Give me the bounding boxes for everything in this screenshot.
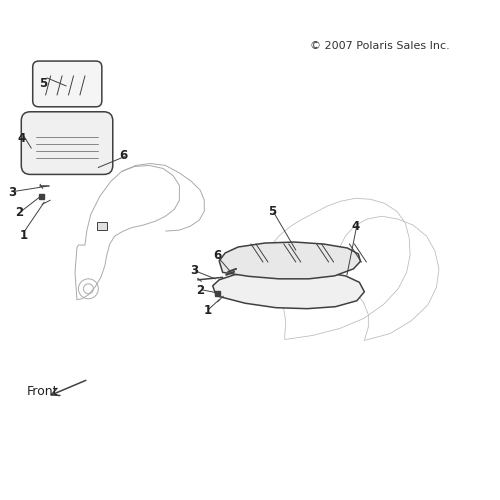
Polygon shape — [212, 270, 364, 308]
FancyBboxPatch shape — [32, 61, 102, 107]
Polygon shape — [215, 291, 220, 296]
Polygon shape — [219, 242, 360, 279]
Text: 2: 2 — [196, 284, 204, 298]
Text: 6: 6 — [119, 149, 128, 162]
Text: 4: 4 — [352, 220, 360, 232]
Polygon shape — [39, 194, 44, 199]
Text: Front: Front — [26, 385, 58, 398]
Text: 1: 1 — [20, 228, 28, 241]
FancyBboxPatch shape — [22, 112, 113, 174]
Text: 1: 1 — [204, 304, 212, 317]
Text: 5: 5 — [40, 77, 48, 90]
Text: 6: 6 — [214, 250, 222, 262]
Text: 4: 4 — [17, 132, 25, 144]
Text: © 2007 Polaris Sales Inc.: © 2007 Polaris Sales Inc. — [310, 41, 450, 51]
Text: 2: 2 — [14, 206, 23, 219]
Polygon shape — [97, 222, 107, 230]
Text: 3: 3 — [190, 264, 198, 278]
Text: 3: 3 — [8, 186, 16, 200]
Text: 5: 5 — [268, 204, 276, 218]
